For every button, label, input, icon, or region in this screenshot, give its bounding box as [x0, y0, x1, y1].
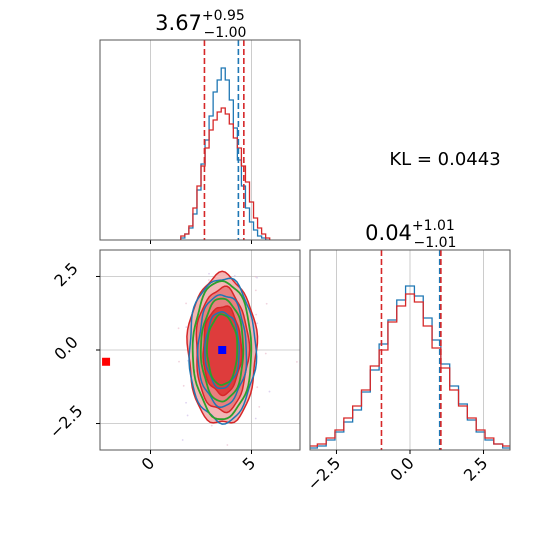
joint-x-tick-label-1: 5: [239, 453, 260, 474]
joint-sample-point: [186, 414, 189, 417]
truth-marker: [102, 357, 111, 366]
joint-sample-point: [181, 439, 184, 441]
marginal-y-series-0: [310, 285, 510, 449]
joint-sample-point: [177, 327, 180, 330]
joint-sample-point: [226, 444, 229, 446]
joint-sample-point: [208, 272, 210, 275]
marginal-x-histograms: [180, 67, 271, 240]
marginal-y-title-value: 0.04: [365, 221, 412, 245]
marginal-y-histograms: [310, 285, 510, 449]
marginal-x-title-value: 3.67: [155, 11, 202, 35]
marginal-y-quantile-lines: [380, 250, 442, 450]
joint-sample-point: [185, 401, 187, 404]
joint-y-tick-label-0: 2.5: [50, 259, 81, 290]
joint-y-tick-label-1: 0.0: [50, 332, 81, 363]
marginal-x-quantile-lines: [203, 40, 245, 240]
joint-sample-point: [258, 405, 261, 408]
marginal-y-series-1: [310, 293, 510, 447]
marginal-y-panel: 0.04+1.01 −1.01 −2.5 0.0 2.5: [303, 218, 511, 494]
joint-sample-point: [268, 390, 271, 393]
joint-sample-point: [254, 289, 257, 292]
marginal-y-x-tick-label-1: 0.0: [386, 453, 417, 484]
marginal-y-title-plus: +1.01: [412, 218, 455, 234]
marginal-y-x-tick-label-2: 2.5: [460, 453, 491, 484]
joint-sample-point: [296, 361, 298, 363]
blue-contour-level-0: [188, 277, 258, 425]
marginal-y-title: 0.04+1.01: [365, 218, 455, 245]
marginal-y-x-tick-label-0: −2.5: [303, 453, 344, 494]
joint-sample-point: [256, 386, 259, 389]
marginal-x-series-1: [180, 107, 271, 240]
joint-sample-point: [265, 302, 268, 305]
joint-sample-point: [233, 274, 236, 277]
marginal-x-title-plus: +0.95: [202, 8, 245, 24]
joint-grid: [100, 250, 300, 450]
marginal-x-frame: [99, 39, 301, 241]
joint-sample-point: [254, 275, 257, 278]
blue-contour-level-1: [196, 294, 248, 409]
marginal-x-panel: 3.67+0.95 −1.00: [99, 8, 301, 244]
joint-sample-point: [182, 384, 185, 387]
joint-sample-point: [256, 322, 259, 325]
marginal-y-tick-labels: −2.5 0.0 2.5: [303, 450, 491, 494]
green-contour-level-0: [191, 280, 253, 421]
joint-sample-point: [169, 241, 171, 243]
marginal-x-series-0: [180, 67, 270, 240]
joint-y-tick-label-2: −2.5: [46, 401, 87, 442]
marginal-y-grid: [336, 250, 484, 450]
joint-contours: [102, 241, 298, 453]
green-contour-level-1: [199, 297, 245, 403]
joint-sample-point: [264, 352, 267, 355]
joint-sample-point: [254, 417, 257, 420]
joint-sample-point: [210, 424, 213, 427]
blue-contour-level-2: [204, 311, 240, 390]
joint-x-tick-label-0: 0: [138, 453, 159, 474]
center-marker: [218, 346, 227, 354]
joint-sample-point: [185, 302, 187, 305]
joint-sample-point: [207, 279, 210, 281]
green-contour-level-2: [205, 313, 239, 387]
joint-panel: 0 5 2.5 0.0 −2.5: [46, 241, 301, 474]
marginal-y-title-minus: −1.01: [414, 235, 457, 251]
marginal-x-grid: [150, 40, 253, 244]
kl-annotation: KL = 0.0443: [389, 149, 500, 170]
marginal-x-title-minus: −1.00: [204, 25, 247, 41]
joint-sample-point: [255, 313, 258, 316]
joint-sample-point: [178, 360, 180, 363]
joint-sample-point: [211, 451, 213, 453]
joint-sample-point: [256, 276, 258, 279]
marginal-x-title: 3.67+0.95: [155, 8, 245, 35]
joint-sample-point: [185, 326, 188, 329]
